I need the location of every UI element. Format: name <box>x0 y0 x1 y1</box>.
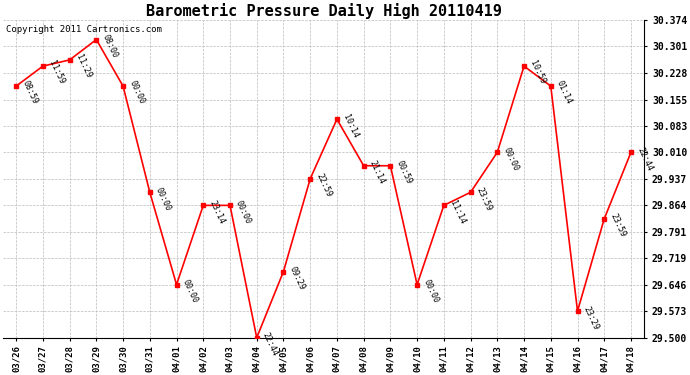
Text: 01:14: 01:14 <box>555 80 573 106</box>
Text: 00:00: 00:00 <box>234 199 253 225</box>
Text: 00:00: 00:00 <box>502 146 520 172</box>
Text: 00:00: 00:00 <box>181 278 199 304</box>
Text: 08:59: 08:59 <box>20 80 39 106</box>
Text: 11:29: 11:29 <box>74 53 92 80</box>
Title: Barometric Pressure Daily High 20110419: Barometric Pressure Daily High 20110419 <box>146 3 502 19</box>
Text: 00:00: 00:00 <box>127 80 146 106</box>
Text: 23:59: 23:59 <box>609 212 627 239</box>
Text: 23:59: 23:59 <box>475 186 493 212</box>
Text: Copyright 2011 Cartronics.com: Copyright 2011 Cartronics.com <box>6 25 162 34</box>
Text: 00:00: 00:00 <box>422 278 440 304</box>
Text: 11:59: 11:59 <box>47 60 66 86</box>
Text: 09:29: 09:29 <box>288 265 306 291</box>
Text: 22:59: 22:59 <box>315 172 333 199</box>
Text: 10:59: 10:59 <box>529 60 547 86</box>
Text: 08:00: 08:00 <box>101 33 119 60</box>
Text: 23:14: 23:14 <box>208 199 226 225</box>
Text: 11:14: 11:14 <box>448 199 466 225</box>
Text: 00:59: 00:59 <box>395 159 413 186</box>
Text: 22:44: 22:44 <box>261 331 279 358</box>
Text: 10:14: 10:14 <box>341 112 359 139</box>
Text: 21:14: 21:14 <box>368 159 386 186</box>
Text: 22:44: 22:44 <box>635 146 654 172</box>
Text: 00:00: 00:00 <box>154 186 172 212</box>
Text: 23:29: 23:29 <box>582 304 600 331</box>
